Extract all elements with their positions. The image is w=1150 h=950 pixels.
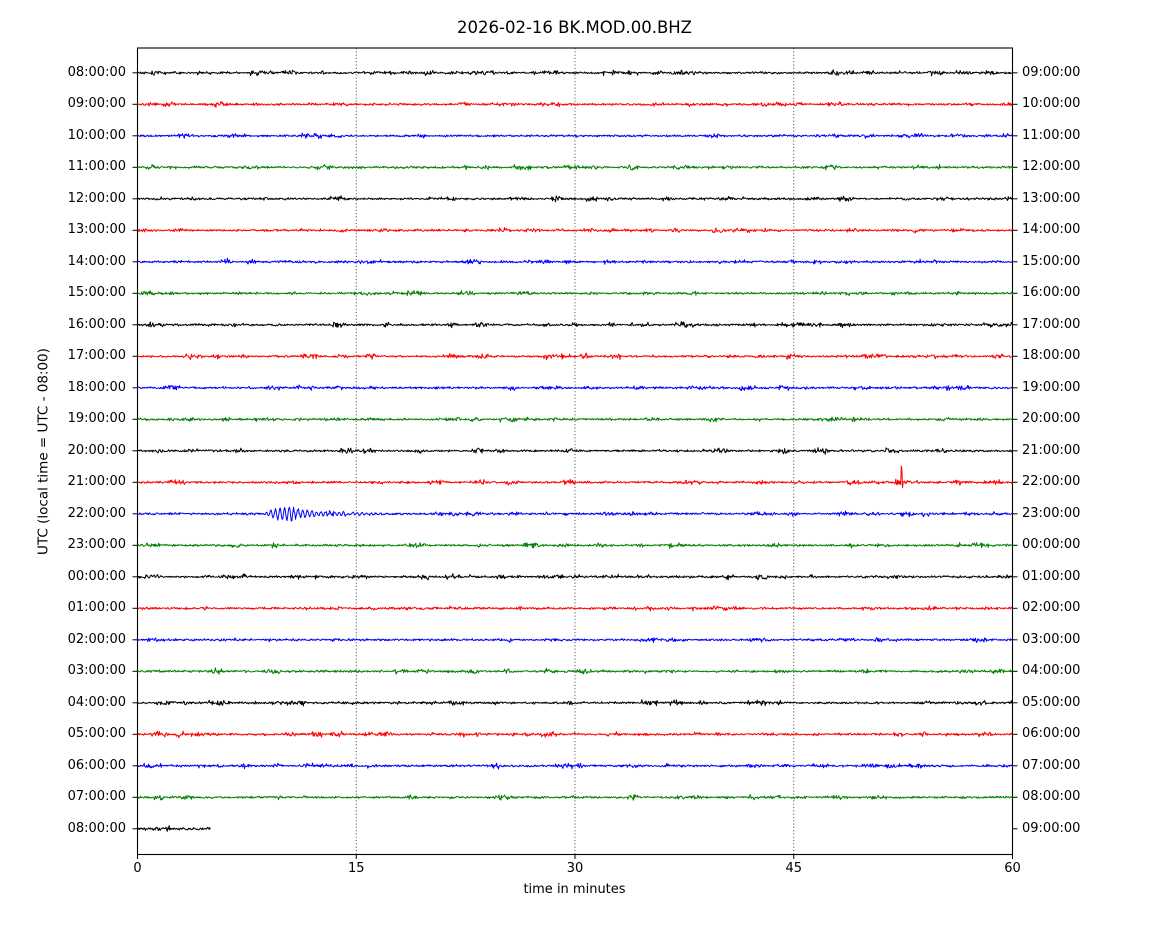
utc-time-label: 15:00:00 <box>67 285 126 301</box>
utc-time-label: 22:00:00 <box>67 505 126 521</box>
x-tick-label: 15 <box>347 861 365 876</box>
seismic-trace <box>137 226 1013 234</box>
seismic-trace <box>137 573 1013 581</box>
seismic-trace <box>137 465 1013 489</box>
utc-time-label: 13:00:00 <box>67 222 126 238</box>
x-tick-label: 45 <box>785 861 803 876</box>
utc-time-label: 05:00:00 <box>67 726 126 742</box>
seismic-trace <box>137 667 1013 675</box>
seismic-trace <box>137 69 1013 77</box>
local-time-label: 01:00:00 <box>1022 568 1081 584</box>
utc-time-label: 14:00:00 <box>67 253 126 269</box>
utc-time-label: 09:00:00 <box>67 96 126 112</box>
utc-time-label: 07:00:00 <box>67 789 126 805</box>
seismic-trace <box>137 794 1013 801</box>
seismic-trace <box>137 637 1013 644</box>
seismic-trace <box>137 352 1013 361</box>
utc-time-label: 00:00:00 <box>67 568 126 584</box>
seismic-trace <box>137 132 1013 139</box>
local-time-label: 06:00:00 <box>1022 726 1081 742</box>
seismic-trace <box>137 164 1013 171</box>
utc-time-label: 01:00:00 <box>67 600 126 616</box>
local-time-label: 17:00:00 <box>1022 316 1081 332</box>
local-time-label: 11:00:00 <box>1022 127 1081 143</box>
x-tick-label: 0 <box>133 861 142 876</box>
x-tick-label: 30 <box>566 861 584 876</box>
local-time-label: 21:00:00 <box>1022 442 1081 458</box>
utc-time-label: 02:00:00 <box>67 631 126 647</box>
seismic-trace <box>137 699 1013 707</box>
seismic-trace <box>137 730 1013 739</box>
seismic-trace <box>137 447 1013 455</box>
local-time-label: 14:00:00 <box>1022 222 1081 238</box>
local-time-label: 09:00:00 <box>1022 820 1081 836</box>
utc-time-label: 04:00:00 <box>67 694 126 710</box>
seismic-trace <box>137 825 211 832</box>
utc-time-label: 16:00:00 <box>67 316 126 332</box>
local-time-label: 18:00:00 <box>1022 348 1081 364</box>
local-time-label: 15:00:00 <box>1022 253 1081 269</box>
local-time-label: 16:00:00 <box>1022 285 1081 301</box>
utc-time-label: 23:00:00 <box>67 537 126 553</box>
seismic-trace <box>137 101 1013 108</box>
seismic-trace <box>137 506 1013 522</box>
local-time-label: 07:00:00 <box>1022 757 1081 773</box>
utc-time-label: 21:00:00 <box>67 474 126 490</box>
seismic-trace <box>137 321 1013 329</box>
local-time-label: 02:00:00 <box>1022 600 1081 616</box>
local-time-label: 20:00:00 <box>1022 411 1081 427</box>
x-tick-label: 60 <box>1004 861 1021 876</box>
local-time-label: 10:00:00 <box>1022 96 1081 112</box>
utc-time-label: 12:00:00 <box>67 190 126 206</box>
local-time-label: 23:00:00 <box>1022 505 1081 521</box>
seismic-trace <box>137 257 1013 265</box>
local-time-label: 09:00:00 <box>1022 64 1081 80</box>
utc-time-label: 20:00:00 <box>67 442 126 458</box>
utc-time-label: 03:00:00 <box>67 663 126 679</box>
seismic-trace <box>137 195 1013 203</box>
local-time-label: 03:00:00 <box>1022 631 1081 647</box>
utc-time-label: 18:00:00 <box>67 379 126 395</box>
local-time-label: 12:00:00 <box>1022 159 1081 175</box>
local-time-label: 00:00:00 <box>1022 537 1081 553</box>
utc-time-label: 17:00:00 <box>67 348 126 364</box>
utc-time-label: 11:00:00 <box>67 159 126 175</box>
local-time-label: 13:00:00 <box>1022 190 1081 206</box>
seismic-trace <box>137 605 1013 612</box>
utc-time-label: 19:00:00 <box>67 411 126 427</box>
utc-time-label: 08:00:00 <box>67 64 126 80</box>
seismic-trace <box>137 384 1013 392</box>
local-time-label: 22:00:00 <box>1022 474 1081 490</box>
chart-title: 2026-02-16 BK.MOD.00.BHZ <box>457 18 692 37</box>
x-axis-title: time in minutes <box>523 882 626 897</box>
seismic-trace <box>137 290 1013 297</box>
utc-time-label: 06:00:00 <box>67 757 126 773</box>
seismic-trace <box>137 542 1013 549</box>
local-time-label: 05:00:00 <box>1022 694 1081 710</box>
local-time-label: 04:00:00 <box>1022 663 1081 679</box>
seismic-trace <box>137 762 1013 770</box>
seismic-trace <box>137 416 1013 423</box>
local-time-label: 19:00:00 <box>1022 379 1081 395</box>
utc-time-label: 08:00:00 <box>67 820 126 836</box>
utc-time-label: 10:00:00 <box>67 127 126 143</box>
local-time-label: 08:00:00 <box>1022 789 1081 805</box>
